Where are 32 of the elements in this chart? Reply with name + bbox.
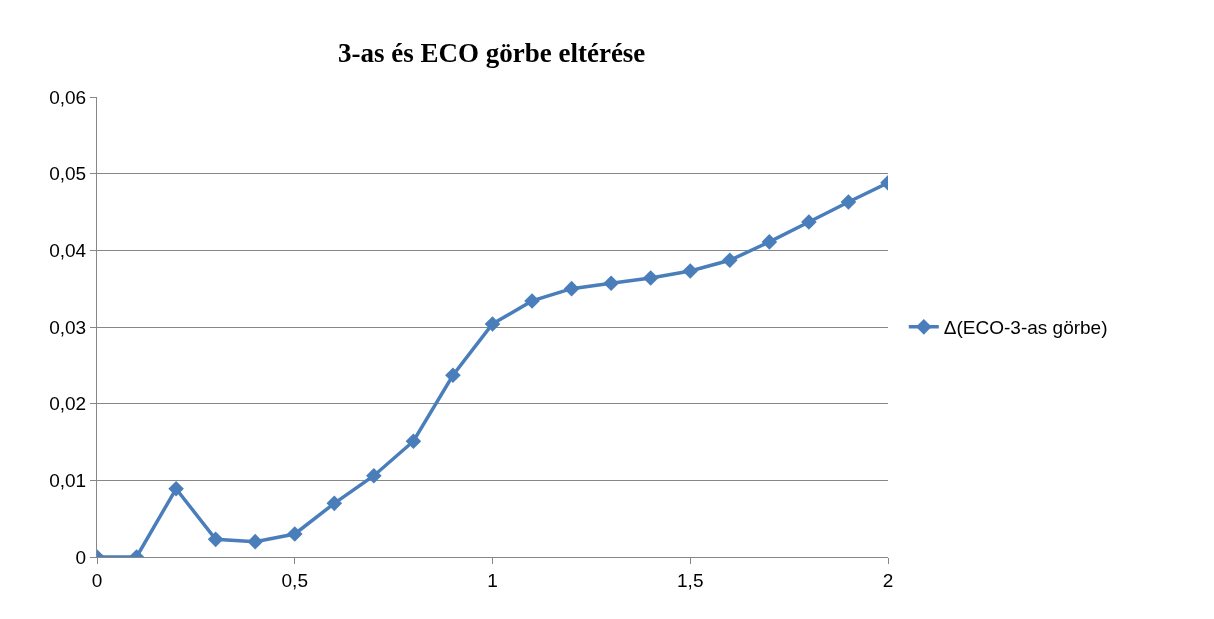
point xyxy=(168,480,184,497)
point xyxy=(761,234,778,250)
point xyxy=(840,194,857,210)
chart-title: 3-as és ECO görbe eltérése xyxy=(337,38,646,69)
point xyxy=(642,270,659,286)
point xyxy=(563,280,580,297)
point xyxy=(326,495,343,512)
x-tick-label: 0,5 xyxy=(281,569,308,591)
y-tick-label: 0 xyxy=(75,546,87,568)
y-tick-label: 0,03 xyxy=(49,316,87,338)
point xyxy=(603,275,619,292)
point xyxy=(801,214,817,230)
x-tick-label: 0 xyxy=(91,569,103,591)
point xyxy=(445,367,461,384)
y-tick-label: 0,01 xyxy=(49,469,87,491)
point xyxy=(366,467,382,484)
y-tick-label: 0,04 xyxy=(49,239,87,261)
y-tick-label: 0,06 xyxy=(49,86,87,108)
y-tick-label: 0,05 xyxy=(49,163,87,185)
point xyxy=(247,533,263,550)
legend-label: Δ(ECO-3-as görbe) xyxy=(943,317,1108,339)
x-tick-label: 2 xyxy=(882,569,894,591)
point xyxy=(286,526,303,542)
point xyxy=(484,316,501,332)
point xyxy=(207,531,224,548)
x-tick-label: 1,5 xyxy=(677,569,704,591)
point xyxy=(682,263,699,279)
y-tick-label: 0,02 xyxy=(49,393,87,415)
x-tick-label: 1 xyxy=(487,569,498,591)
point xyxy=(405,433,422,450)
point xyxy=(524,293,540,309)
point xyxy=(722,252,738,269)
